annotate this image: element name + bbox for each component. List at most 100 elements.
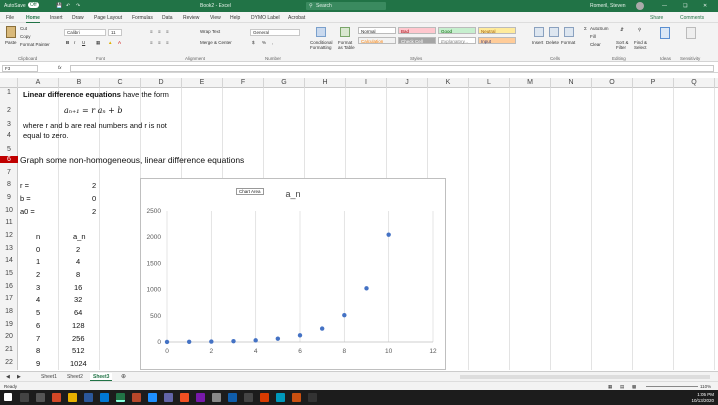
share-button[interactable]: Share — [650, 15, 664, 21]
cell-n[interactable]: 3 — [36, 283, 41, 292]
style-input[interactable]: Input — [478, 37, 516, 44]
tab-dymo-label[interactable]: DYMO Label — [251, 15, 280, 21]
fill-color-icon[interactable]: ▲ — [108, 40, 113, 45]
cell-an[interactable]: 4 — [76, 257, 81, 266]
find-select-icon[interactable]: ⚲ — [638, 27, 642, 32]
paste-icon[interactable] — [6, 26, 16, 38]
tab-review[interactable]: Review — [183, 15, 200, 21]
column-header[interactable]: I — [346, 78, 387, 88]
chart-area[interactable]: a_n 0 2 4 6 8 10 12 0 500 1000 1500 2000 2500 — [140, 178, 446, 370]
row-header[interactable]: 1 — [7, 89, 11, 96]
minimize-icon[interactable]: — — [662, 3, 667, 9]
tab-file[interactable]: File — [6, 15, 15, 21]
tab-insert[interactable]: Insert — [50, 15, 63, 21]
autosave-toggle[interactable]: Off — [28, 2, 39, 8]
app-icon[interactable] — [228, 393, 237, 402]
cell-n[interactable]: 5 — [36, 308, 41, 317]
sort-filter-icon[interactable]: ⇵ — [620, 27, 624, 32]
word-icon[interactable] — [84, 393, 93, 402]
row-header[interactable]: 20 — [5, 333, 13, 340]
data-point[interactable] — [275, 336, 281, 341]
excel-icon[interactable] — [116, 393, 125, 402]
autosum-button[interactable]: AutoSum — [590, 26, 609, 31]
cell-n[interactable]: 7 — [36, 334, 41, 343]
paste-button[interactable]: Paste — [5, 40, 17, 45]
cell-n[interactable]: 0 — [36, 245, 41, 254]
restore-icon[interactable]: ❏ — [683, 3, 688, 9]
normal-view-icon[interactable]: ▦ — [608, 384, 613, 389]
row-header[interactable]: 17 — [5, 295, 13, 302]
column-header[interactable]: D — [141, 78, 182, 88]
row-header[interactable]: 11 — [5, 219, 13, 226]
row-header-selected[interactable]: 6 — [0, 156, 18, 163]
avatar[interactable] — [636, 2, 644, 10]
font-color-icon[interactable]: A — [118, 40, 122, 45]
cell-an[interactable]: 128 — [72, 321, 85, 330]
cell-a4[interactable]: equal to zero. — [23, 131, 69, 140]
cell-a9[interactable]: b = — [20, 194, 31, 203]
italic-button[interactable]: I — [74, 40, 76, 45]
clock-date[interactable]: 10/13/2020 — [691, 398, 714, 403]
row-header[interactable]: 5 — [7, 146, 11, 153]
align-left-icon[interactable]: ≡ — [150, 40, 153, 45]
format-as-table-icon[interactable] — [340, 27, 350, 37]
cell-n[interactable]: 2 — [36, 270, 41, 279]
style-bad[interactable]: Bad — [398, 27, 436, 34]
tab-formulas[interactable]: Formulas — [132, 15, 153, 21]
cell-a10[interactable]: a0 = — [20, 207, 35, 216]
comments-button[interactable]: Comments — [680, 15, 705, 21]
row-header[interactable]: 13 — [5, 245, 13, 252]
insert-cells-button[interactable]: Insert — [532, 40, 544, 45]
copy-button[interactable]: Copy — [20, 34, 31, 39]
data-point[interactable] — [253, 338, 258, 343]
font-name-select[interactable]: Calibri — [64, 29, 106, 36]
sensitivity-group-label[interactable]: Sensitivity — [680, 56, 701, 61]
cell-an[interactable]: 32 — [74, 295, 83, 304]
column-header[interactable]: O — [592, 78, 633, 88]
number-format-select[interactable]: General — [250, 29, 300, 36]
column-header[interactable]: F — [223, 78, 264, 88]
underline-button[interactable]: U — [82, 40, 86, 45]
style-good[interactable]: Good — [438, 27, 476, 34]
data-point[interactable] — [364, 286, 369, 291]
cell-b8[interactable]: 2 — [92, 181, 97, 190]
format-painter-button[interactable]: Format Painter — [20, 42, 50, 47]
conditional-formatting-icon[interactable] — [316, 27, 326, 37]
cell-an[interactable]: 2 — [76, 245, 81, 254]
cell-b9[interactable]: 0 — [92, 194, 97, 203]
cell-n[interactable]: 4 — [36, 295, 41, 304]
sheet-tab[interactable]: Sheet1 — [41, 374, 57, 380]
column-header[interactable]: E — [182, 78, 223, 88]
close-icon[interactable]: ✕ — [703, 3, 708, 9]
clear-button[interactable]: Clear — [590, 42, 601, 47]
data-point[interactable] — [319, 326, 325, 331]
onenote-icon[interactable] — [196, 393, 205, 402]
ideas-group-label[interactable]: Ideas — [660, 56, 672, 61]
name-box[interactable]: F3 — [2, 65, 38, 72]
style-check-cell[interactable]: Check Cell — [398, 37, 436, 44]
data-point[interactable] — [209, 339, 214, 344]
row-header[interactable]: 14 — [5, 257, 13, 264]
chrome-icon[interactable] — [180, 393, 189, 402]
tab-data[interactable]: Data — [162, 15, 173, 21]
style-neutral[interactable]: Neutral — [478, 27, 516, 34]
find-select-button[interactable]: Find & Select — [634, 40, 648, 50]
page-layout-view-icon[interactable]: ▤ — [620, 384, 625, 389]
sheet-tab[interactable]: Sheet2 — [67, 374, 83, 380]
redo-icon[interactable]: ↷ — [76, 3, 81, 9]
data-point[interactable] — [231, 338, 236, 344]
add-sheet-icon[interactable]: ⊕ — [121, 374, 127, 380]
settings-icon[interactable] — [212, 393, 221, 402]
style-explanatory[interactable]: Explanatory... — [438, 37, 476, 44]
merge-center-button[interactable]: Merge & Center — [200, 40, 232, 45]
align-right-icon[interactable]: ≡ — [166, 40, 169, 45]
cell-an[interactable]: 1024 — [70, 359, 87, 368]
row-header[interactable]: 16 — [5, 283, 13, 290]
cell-an[interactable]: 8 — [76, 270, 81, 279]
edge-icon[interactable] — [148, 393, 157, 402]
row-header[interactable]: 2 — [7, 107, 11, 114]
cell-n[interactable]: 1 — [36, 257, 41, 266]
scroll-right-icon[interactable]: ▶ — [17, 374, 21, 380]
file-explorer-icon[interactable] — [68, 393, 77, 402]
row-header[interactable]: 9 — [7, 194, 11, 201]
